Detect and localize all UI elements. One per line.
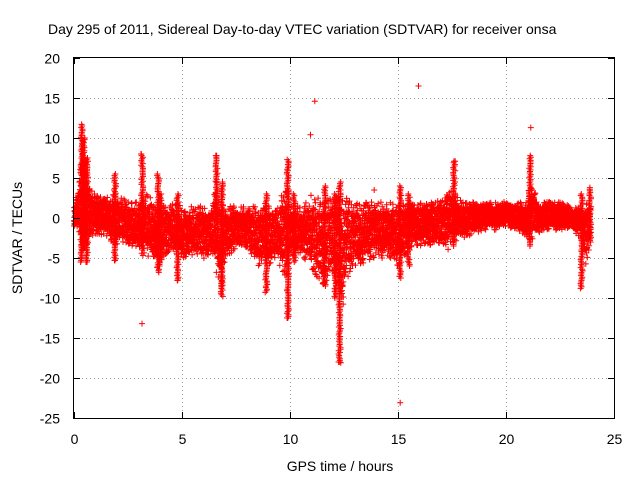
data-point: [308, 192, 314, 199]
data-point: [133, 243, 139, 249]
data-point: [208, 222, 215, 229]
data-point: [377, 199, 384, 206]
data-point: [189, 251, 196, 258]
data-point: [133, 199, 140, 206]
data-point: [122, 197, 128, 204]
chart-title: Day 295 of 2011, Sidereal Day-to-day VTE…: [48, 21, 557, 37]
data-point: [164, 249, 171, 256]
data-point: [342, 201, 349, 208]
data-point: [125, 199, 132, 206]
data-point: [128, 200, 135, 207]
data-point: [129, 240, 136, 247]
data-point: [145, 253, 152, 260]
data-points: [71, 83, 595, 406]
data-point: [126, 239, 133, 246]
data-point: [118, 195, 125, 202]
data-point: [311, 196, 318, 203]
data-point: [104, 194, 111, 201]
data-point: [200, 255, 207, 262]
data-point: [97, 194, 104, 201]
data-point: [103, 232, 110, 239]
data-point: [182, 208, 188, 215]
data-point: [182, 253, 189, 260]
data-point: [201, 205, 208, 212]
data-point: [271, 254, 278, 261]
data-point: [302, 199, 309, 206]
data-point: [213, 269, 220, 276]
data-point: [301, 254, 307, 261]
data-point: [147, 194, 154, 201]
